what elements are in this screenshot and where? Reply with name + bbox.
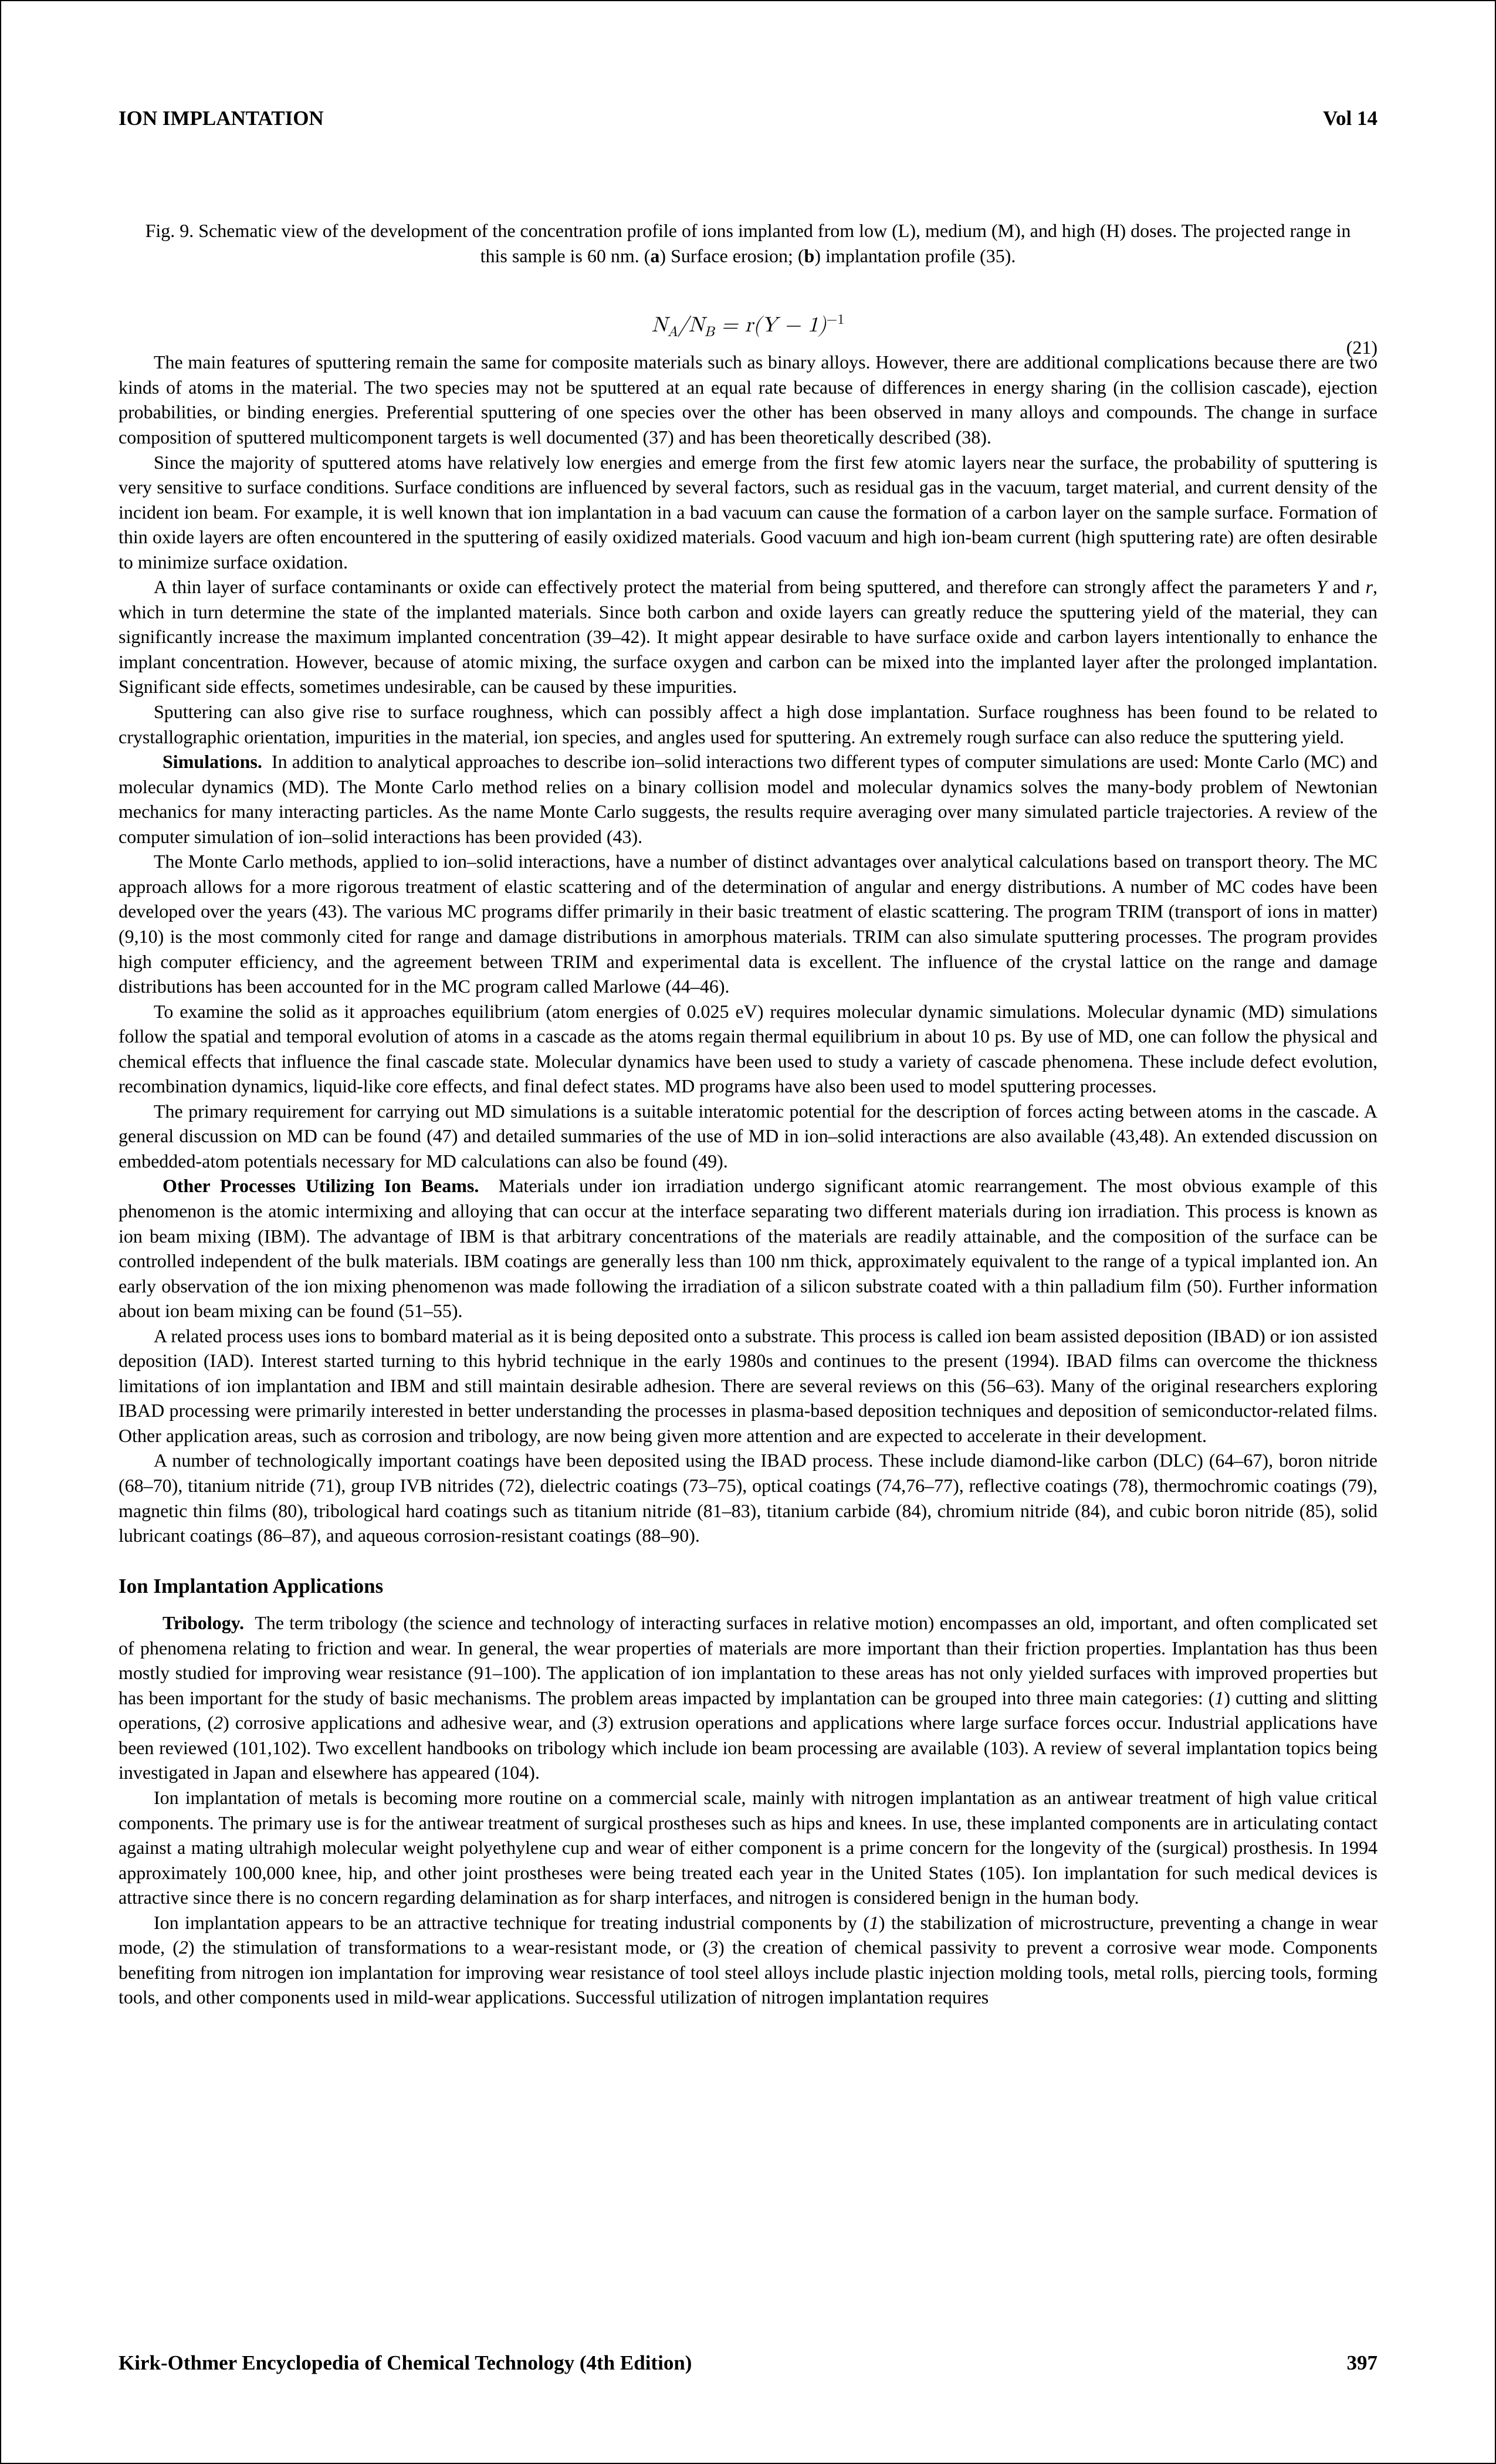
- para-4: Sputtering can also give rise to surface…: [119, 699, 1377, 749]
- page: ION IMPLANTATION Vol 14 Fig. 9. Schemati…: [0, 0, 1496, 2464]
- para-simulations: Simulations. In addition to analytical a…: [119, 749, 1377, 849]
- para-9-text: Materials under ion irradiation undergo …: [119, 1175, 1377, 1321]
- footer-left: Kirk-Othmer Encyclopedia of Chemical Tec…: [119, 2351, 692, 2375]
- para-6: The Monte Carlo methods, applied to ion–…: [119, 849, 1377, 999]
- para-1: The main features of sputtering remain t…: [119, 350, 1377, 449]
- para-14: Ion implantation appears to be an attrac…: [119, 1910, 1377, 2010]
- equation-21-number: (21): [1346, 337, 1377, 358]
- header-left: ION IMPLANTATION: [119, 107, 324, 130]
- runin-simulations: Simulations.: [163, 751, 262, 772]
- para-5-text: In addition to analytical approaches to …: [119, 751, 1377, 847]
- runin-other-processes: Other Processes Utilizing Ion Beams.: [163, 1175, 479, 1196]
- equation-21: NA/NB = r(Y − 1)−1 (21): [119, 310, 1377, 343]
- para-13: Ion implantation of metals is becoming m…: [119, 1785, 1377, 1910]
- runin-tribology: Tribology.: [163, 1612, 244, 1633]
- running-header: ION IMPLANTATION Vol 14: [119, 107, 1377, 130]
- para-other-processes: Other Processes Utilizing Ion Beams. Mat…: [119, 1173, 1377, 1323]
- running-footer: Kirk-Othmer Encyclopedia of Chemical Tec…: [119, 2351, 1377, 2375]
- equation-21-body: NA/NB = r(Y − 1)−1: [652, 312, 845, 341]
- para-3: A thin layer of surface contaminants or …: [119, 574, 1377, 699]
- para-tribology: Tribology. The term tribology (the scien…: [119, 1610, 1377, 1785]
- header-right: Vol 14: [1323, 107, 1377, 130]
- para-7: To examine the solid as it approaches eq…: [119, 999, 1377, 1099]
- body-text: The main features of sputtering remain t…: [119, 350, 1377, 2010]
- footer-right: 397: [1347, 2351, 1378, 2375]
- para-10: A related process uses ions to bombard m…: [119, 1324, 1377, 1448]
- section-heading-applications: Ion Implantation Applications: [119, 1573, 1377, 1600]
- para-11: A number of technologically important co…: [119, 1448, 1377, 1548]
- figure-9-caption: Fig. 9. Schematic view of the developmen…: [130, 218, 1366, 269]
- para-2: Since the majority of sputtered atoms ha…: [119, 450, 1377, 575]
- para-8: The primary requirement for carrying out…: [119, 1099, 1377, 1174]
